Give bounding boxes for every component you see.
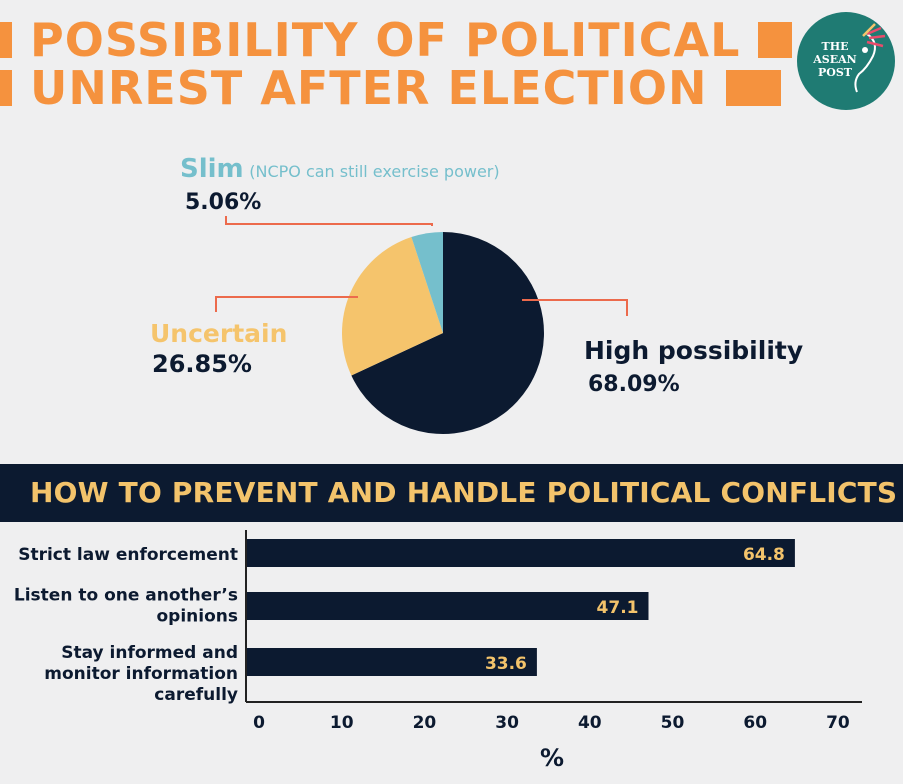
bar-0 <box>246 539 795 567</box>
x-axis-label: % <box>540 744 564 772</box>
x-tick-label: 30 <box>495 713 519 733</box>
category-label-1: opinions <box>156 607 238 627</box>
pie-slice-high-possibility <box>351 232 544 434</box>
asean-post-logo: THE ASEAN POST <box>797 12 895 110</box>
x-tick-label: 60 <box>743 713 767 733</box>
slim-label: Slim <box>180 154 244 184</box>
category-label-2: carefully <box>154 685 238 705</box>
bird-icon <box>854 23 886 93</box>
title-accent-bar <box>0 70 12 106</box>
x-tick-label: 70 <box>826 713 850 733</box>
title-line-1: POSSIBILITY OF POLITICAL <box>0 13 793 67</box>
category-label-1: Listen to one another’s <box>14 586 238 606</box>
bar-value-label-2: 33.6 <box>485 654 527 674</box>
logo-text: THE ASEAN POST <box>813 40 857 79</box>
x-tick-label: 0 <box>253 713 265 733</box>
title-line-2: UNREST AFTER ELECTION <box>0 64 781 112</box>
slim-note: (NCPO can still exercise power) <box>249 162 500 181</box>
x-tick-label: 20 <box>413 713 437 733</box>
bar-value-label-0: 64.8 <box>743 545 785 565</box>
high-label: High possibility <box>584 336 804 365</box>
pie-slice-uncertain <box>341 237 443 376</box>
high-value: 68.09% <box>588 372 680 397</box>
x-tick-label: 40 <box>578 713 602 733</box>
uncertain-value: 26.85% <box>152 350 252 378</box>
category-label-0: Strict law enforcement <box>18 545 238 565</box>
leader-line-high <box>522 299 628 316</box>
leader-line-slim <box>225 216 433 226</box>
pie-chart <box>215 216 628 434</box>
leader-line-uncertain <box>215 296 358 312</box>
bar-chart-title: HOW TO PREVENT AND HANDLE POLITICAL CONF… <box>30 476 898 509</box>
title-accent-bar <box>0 22 12 58</box>
x-tick-label: 50 <box>661 713 685 733</box>
category-label-2: Stay informed and <box>61 643 238 663</box>
category-label-2: monitor information <box>44 664 238 684</box>
bar-chart: 64.8 47.1 33.6 Strict law enforcement Liste… <box>14 530 862 772</box>
title-accent-bar <box>758 22 793 58</box>
page-title-line-2: UNREST AFTER ELECTION <box>30 61 708 115</box>
uncertain-label: Uncertain <box>150 319 288 348</box>
x-tick-label: 10 <box>330 713 354 733</box>
bar-1 <box>246 592 649 620</box>
title-accent-bar <box>725 70 781 106</box>
section-banner: HOW TO PREVENT AND HANDLE POLITICAL CONF… <box>0 464 903 522</box>
bar-2 <box>246 648 537 676</box>
pie-slice-slim <box>411 232 443 333</box>
pie-label-slim: Slim (NCPO can still exercise power) <box>180 154 500 184</box>
bar-value-label-1: 47.1 <box>597 598 639 618</box>
slim-value: 5.06% <box>185 190 262 215</box>
page-title-line-1: POSSIBILITY OF POLITICAL <box>30 13 741 67</box>
